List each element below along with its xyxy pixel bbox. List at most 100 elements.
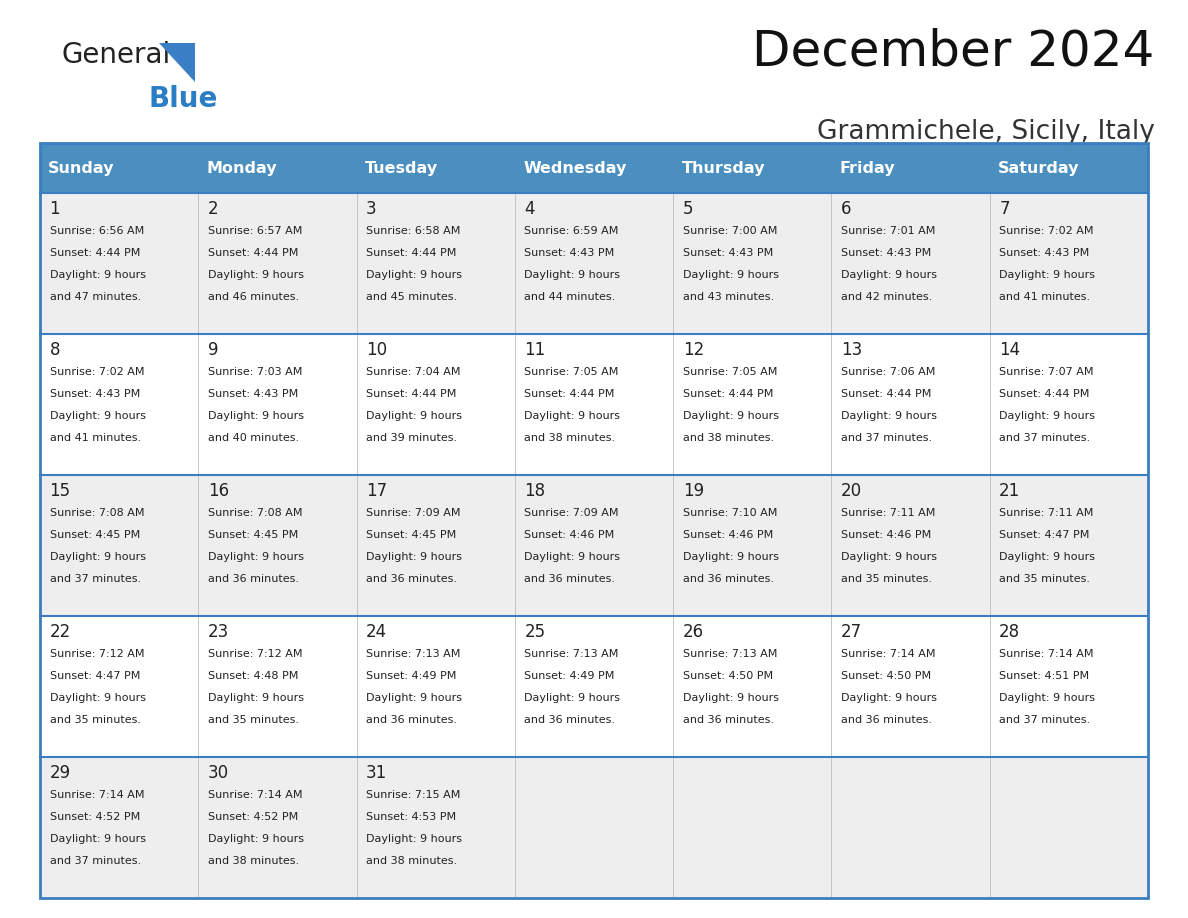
Polygon shape [159, 43, 195, 82]
Text: Daylight: 9 hours: Daylight: 9 hours [524, 411, 620, 421]
Text: Sunset: 4:47 PM: Sunset: 4:47 PM [999, 531, 1089, 541]
Text: Sunset: 4:46 PM: Sunset: 4:46 PM [524, 531, 614, 541]
Text: Sunrise: 7:12 AM: Sunrise: 7:12 AM [50, 649, 144, 659]
Text: Sunrise: 7:14 AM: Sunrise: 7:14 AM [50, 790, 144, 800]
Text: Sunset: 4:44 PM: Sunset: 4:44 PM [208, 248, 298, 258]
Bar [514, 757, 674, 898]
Text: Daylight: 9 hours: Daylight: 9 hours [50, 552, 145, 562]
Text: Daylight: 9 hours: Daylight: 9 hours [999, 270, 1095, 280]
Text: Daylight: 9 hours: Daylight: 9 hours [683, 693, 778, 703]
Text: Daylight: 9 hours: Daylight: 9 hours [524, 552, 620, 562]
Text: 18: 18 [524, 482, 545, 500]
Text: Sunset: 4:44 PM: Sunset: 4:44 PM [366, 389, 456, 399]
Text: Thursday: Thursday [682, 161, 765, 175]
Text: and 41 minutes.: and 41 minutes. [50, 433, 140, 443]
Text: 31: 31 [366, 765, 387, 782]
Text: Daylight: 9 hours: Daylight: 9 hours [50, 693, 145, 703]
Text: 21: 21 [999, 482, 1020, 500]
Text: Wednesday: Wednesday [523, 161, 626, 175]
Text: Daylight: 9 hours: Daylight: 9 hours [208, 552, 304, 562]
Bar [832, 757, 990, 898]
Text: Sunrise: 7:09 AM: Sunrise: 7:09 AM [524, 509, 619, 519]
Text: and 43 minutes.: and 43 minutes. [683, 292, 773, 302]
Bar [832, 193, 990, 334]
Text: Monday: Monday [207, 161, 277, 175]
Text: 10: 10 [366, 341, 387, 359]
Text: and 37 minutes.: and 37 minutes. [999, 433, 1091, 443]
Text: Sunset: 4:44 PM: Sunset: 4:44 PM [50, 248, 140, 258]
Text: Daylight: 9 hours: Daylight: 9 hours [683, 270, 778, 280]
Bar [990, 334, 1148, 475]
Text: and 46 minutes.: and 46 minutes. [208, 292, 299, 302]
Text: 24: 24 [366, 623, 387, 642]
Text: and 41 minutes.: and 41 minutes. [999, 292, 1091, 302]
Bar [674, 475, 832, 616]
Text: Daylight: 9 hours: Daylight: 9 hours [841, 270, 937, 280]
Text: Sunrise: 7:11 AM: Sunrise: 7:11 AM [999, 509, 1094, 519]
Text: 2: 2 [208, 200, 219, 218]
Text: and 37 minutes.: and 37 minutes. [50, 574, 140, 584]
Text: Daylight: 9 hours: Daylight: 9 hours [366, 693, 462, 703]
Text: Sunset: 4:51 PM: Sunset: 4:51 PM [999, 671, 1089, 681]
Text: 27: 27 [841, 623, 862, 642]
Text: Sunset: 4:43 PM: Sunset: 4:43 PM [683, 248, 773, 258]
Text: Daylight: 9 hours: Daylight: 9 hours [683, 552, 778, 562]
Text: 23: 23 [208, 623, 229, 642]
Bar [514, 143, 674, 193]
Text: General: General [62, 41, 171, 70]
Text: and 36 minutes.: and 36 minutes. [524, 574, 615, 584]
Text: Sunset: 4:43 PM: Sunset: 4:43 PM [999, 248, 1089, 258]
Bar [514, 193, 674, 334]
Text: Sunrise: 7:07 AM: Sunrise: 7:07 AM [999, 367, 1094, 377]
Bar [356, 143, 514, 193]
Text: and 35 minutes.: and 35 minutes. [999, 574, 1091, 584]
Text: Daylight: 9 hours: Daylight: 9 hours [841, 411, 937, 421]
Bar [832, 616, 990, 757]
Text: Sunrise: 7:14 AM: Sunrise: 7:14 AM [999, 649, 1094, 659]
Bar [356, 616, 514, 757]
Text: Sunrise: 7:13 AM: Sunrise: 7:13 AM [524, 649, 619, 659]
Text: Daylight: 9 hours: Daylight: 9 hours [841, 552, 937, 562]
Bar [356, 757, 514, 898]
Bar [198, 475, 356, 616]
Text: and 45 minutes.: and 45 minutes. [366, 292, 457, 302]
Text: Daylight: 9 hours: Daylight: 9 hours [50, 834, 145, 845]
Bar [832, 334, 990, 475]
Text: Daylight: 9 hours: Daylight: 9 hours [524, 693, 620, 703]
Text: 26: 26 [683, 623, 703, 642]
Bar [514, 616, 674, 757]
Text: and 38 minutes.: and 38 minutes. [366, 856, 457, 866]
Text: Sunrise: 7:02 AM: Sunrise: 7:02 AM [50, 367, 144, 377]
Text: Daylight: 9 hours: Daylight: 9 hours [366, 834, 462, 845]
Text: Sunset: 4:43 PM: Sunset: 4:43 PM [524, 248, 614, 258]
Text: 14: 14 [999, 341, 1020, 359]
Text: and 37 minutes.: and 37 minutes. [50, 856, 140, 866]
Text: Sunrise: 7:14 AM: Sunrise: 7:14 AM [841, 649, 935, 659]
Text: and 38 minutes.: and 38 minutes. [208, 856, 299, 866]
Bar [674, 757, 832, 898]
Text: Sunrise: 7:09 AM: Sunrise: 7:09 AM [366, 509, 461, 519]
Text: and 35 minutes.: and 35 minutes. [50, 715, 140, 725]
Text: 28: 28 [999, 623, 1020, 642]
Text: Daylight: 9 hours: Daylight: 9 hours [524, 270, 620, 280]
Bar [356, 475, 514, 616]
Text: Sunset: 4:45 PM: Sunset: 4:45 PM [50, 531, 140, 541]
Bar [674, 193, 832, 334]
Text: Sunset: 4:53 PM: Sunset: 4:53 PM [366, 812, 456, 823]
Text: and 35 minutes.: and 35 minutes. [841, 574, 931, 584]
Text: Daylight: 9 hours: Daylight: 9 hours [208, 270, 304, 280]
Bar [40, 757, 198, 898]
Text: Sunset: 4:52 PM: Sunset: 4:52 PM [50, 812, 140, 823]
Text: Sunset: 4:49 PM: Sunset: 4:49 PM [366, 671, 456, 681]
Text: and 42 minutes.: and 42 minutes. [841, 292, 933, 302]
Bar [198, 193, 356, 334]
Text: Sunset: 4:45 PM: Sunset: 4:45 PM [366, 531, 456, 541]
Text: Sunset: 4:43 PM: Sunset: 4:43 PM [208, 389, 298, 399]
Text: Sunset: 4:44 PM: Sunset: 4:44 PM [999, 389, 1089, 399]
Text: Daylight: 9 hours: Daylight: 9 hours [208, 411, 304, 421]
Text: and 36 minutes.: and 36 minutes. [366, 715, 457, 725]
Text: Sunset: 4:43 PM: Sunset: 4:43 PM [841, 248, 931, 258]
Text: Sunrise: 7:13 AM: Sunrise: 7:13 AM [683, 649, 777, 659]
Text: 3: 3 [366, 200, 377, 218]
Text: Grammichele, Sicily, Italy: Grammichele, Sicily, Italy [817, 119, 1155, 145]
